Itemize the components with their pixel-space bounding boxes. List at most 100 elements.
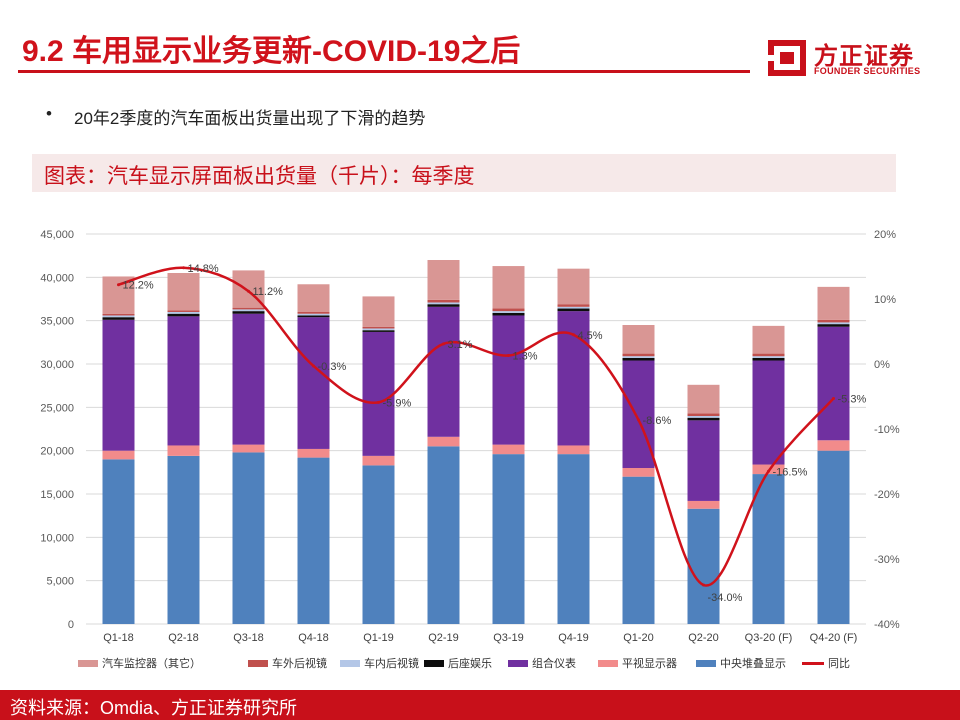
bar-segment bbox=[232, 309, 265, 312]
y-right-tick-label: 10% bbox=[874, 294, 896, 306]
x-tick-label: Q4-20 (F) bbox=[810, 632, 858, 644]
legend-label: 车内后视镜 bbox=[364, 658, 419, 670]
bar-segment bbox=[427, 260, 460, 300]
legend-label: 后座娱乐 bbox=[448, 658, 492, 670]
bar-segment bbox=[752, 356, 785, 358]
bar-segment bbox=[557, 306, 590, 309]
bar-segment bbox=[427, 306, 460, 437]
bar-segment bbox=[687, 413, 720, 416]
bar-segment bbox=[492, 312, 525, 316]
bar-segment bbox=[297, 284, 330, 312]
y-left-tick-label: 10,000 bbox=[40, 532, 74, 544]
bar-segment bbox=[232, 307, 265, 310]
bar-segment bbox=[102, 313, 135, 316]
bar-segment bbox=[492, 266, 525, 309]
bar-segment bbox=[232, 313, 265, 445]
y-right-tick-label: 0% bbox=[874, 359, 890, 371]
yoy-point bbox=[117, 283, 120, 287]
bar-segment bbox=[622, 353, 655, 357]
bullet-text: 20年2季度的汽车面板出货量出现了下滑的趋势 bbox=[74, 109, 426, 128]
logo-text-en: FOUNDER SECURITIES bbox=[814, 66, 921, 76]
legend-label: 平视显示器 bbox=[622, 658, 677, 670]
bar-segment bbox=[752, 474, 785, 624]
legend-item: 车内后视镜 bbox=[340, 655, 419, 671]
yoy-point bbox=[442, 342, 445, 346]
x-tick-label: Q3-20 (F) bbox=[745, 632, 793, 644]
yoy-point bbox=[312, 364, 315, 368]
yoy-data-label: 4.5% bbox=[578, 330, 603, 342]
page-title: 9.2 车用显示业务更新-COVID-19之后 bbox=[22, 35, 521, 68]
bar-segment bbox=[427, 302, 460, 305]
bar-segment bbox=[492, 315, 525, 445]
bar-segment bbox=[102, 319, 135, 451]
brand-logo: 方正证券 FOUNDER SECURITIES bbox=[768, 36, 943, 80]
bar-segment bbox=[687, 500, 720, 509]
bar-segment bbox=[687, 417, 720, 421]
legend-swatch bbox=[424, 659, 444, 667]
x-tick-label: Q4-19 bbox=[558, 632, 589, 644]
bar-segment bbox=[167, 316, 200, 446]
bar-segment bbox=[232, 452, 265, 624]
y-right-tick-label: -20% bbox=[874, 489, 900, 501]
bar-segment bbox=[297, 457, 330, 624]
chart-heading-bar: 图表：汽车显示屏面板出货量（千片）：每季度 bbox=[32, 154, 896, 192]
legend-item: 同比 bbox=[802, 655, 850, 671]
x-tick-label: Q2-19 bbox=[428, 632, 459, 644]
legend-swatch bbox=[340, 659, 360, 667]
bar-segment bbox=[102, 276, 135, 314]
legend-swatch bbox=[248, 659, 268, 667]
x-tick-label: Q2-20 bbox=[688, 632, 719, 644]
legend-label: 车外后视镜 bbox=[272, 658, 327, 670]
y-left-tick-label: 35,000 bbox=[40, 316, 74, 328]
bar-segment bbox=[557, 454, 590, 624]
y-left-tick-label: 15,000 bbox=[40, 489, 74, 501]
yoy-data-label: -5.9% bbox=[383, 397, 412, 409]
yoy-point bbox=[182, 266, 185, 270]
yoy-point bbox=[507, 354, 510, 358]
bar-segment bbox=[427, 304, 460, 307]
footer-bar: 资料来源：Omdia、方正证券研究所 bbox=[0, 690, 960, 720]
bar-segment bbox=[102, 450, 135, 460]
bar-segment bbox=[167, 273, 200, 311]
yoy-point bbox=[247, 289, 250, 293]
chart-heading: 图表：汽车显示屏面板出货量（千片）：每季度 bbox=[44, 165, 475, 188]
y-left-tick-label: 20,000 bbox=[40, 446, 74, 458]
legend-item: 后座娱乐 bbox=[424, 655, 492, 671]
bar-segment bbox=[232, 444, 265, 453]
bar-segment bbox=[102, 317, 135, 320]
bar-segment bbox=[622, 325, 655, 354]
bar-segment bbox=[362, 331, 395, 456]
x-tick-label: Q4-18 bbox=[298, 632, 329, 644]
bar-segment bbox=[427, 436, 460, 447]
bar-segment bbox=[817, 286, 850, 320]
bar-segment bbox=[362, 330, 395, 332]
x-tick-label: Q1-20 bbox=[623, 632, 654, 644]
legend-swatch bbox=[78, 659, 98, 667]
y-left-tick-label: 40,000 bbox=[40, 272, 74, 284]
bar-segment bbox=[752, 353, 785, 357]
source-note: 资料来源：Omdia、方正证券研究所 bbox=[10, 698, 298, 718]
bar-segment bbox=[297, 312, 330, 314]
x-tick-label: Q3-18 bbox=[233, 632, 264, 644]
legend-item: 车外后视镜 bbox=[248, 655, 327, 671]
bar-segment bbox=[492, 308, 525, 312]
bar-segment bbox=[817, 326, 850, 441]
x-tick-label: Q1-19 bbox=[363, 632, 394, 644]
yoy-data-label: 1.3% bbox=[513, 351, 538, 363]
yoy-data-label: -8.6% bbox=[643, 415, 672, 427]
bar-segment bbox=[817, 450, 850, 624]
yoy-line bbox=[118, 266, 835, 587]
bar-segment bbox=[362, 465, 395, 624]
bar-segment bbox=[362, 455, 395, 466]
x-tick-label: Q2-18 bbox=[168, 632, 199, 644]
bar-segment bbox=[752, 325, 785, 354]
title-divider bbox=[18, 70, 750, 73]
yoy-point bbox=[767, 469, 770, 473]
x-tick-label: Q1-18 bbox=[103, 632, 134, 644]
bar-segment bbox=[557, 445, 590, 455]
yoy-data-label: 12.2% bbox=[123, 280, 154, 292]
bar-segment bbox=[622, 356, 655, 358]
bar-segment bbox=[752, 357, 785, 361]
y-right-tick-label: -10% bbox=[874, 424, 900, 436]
